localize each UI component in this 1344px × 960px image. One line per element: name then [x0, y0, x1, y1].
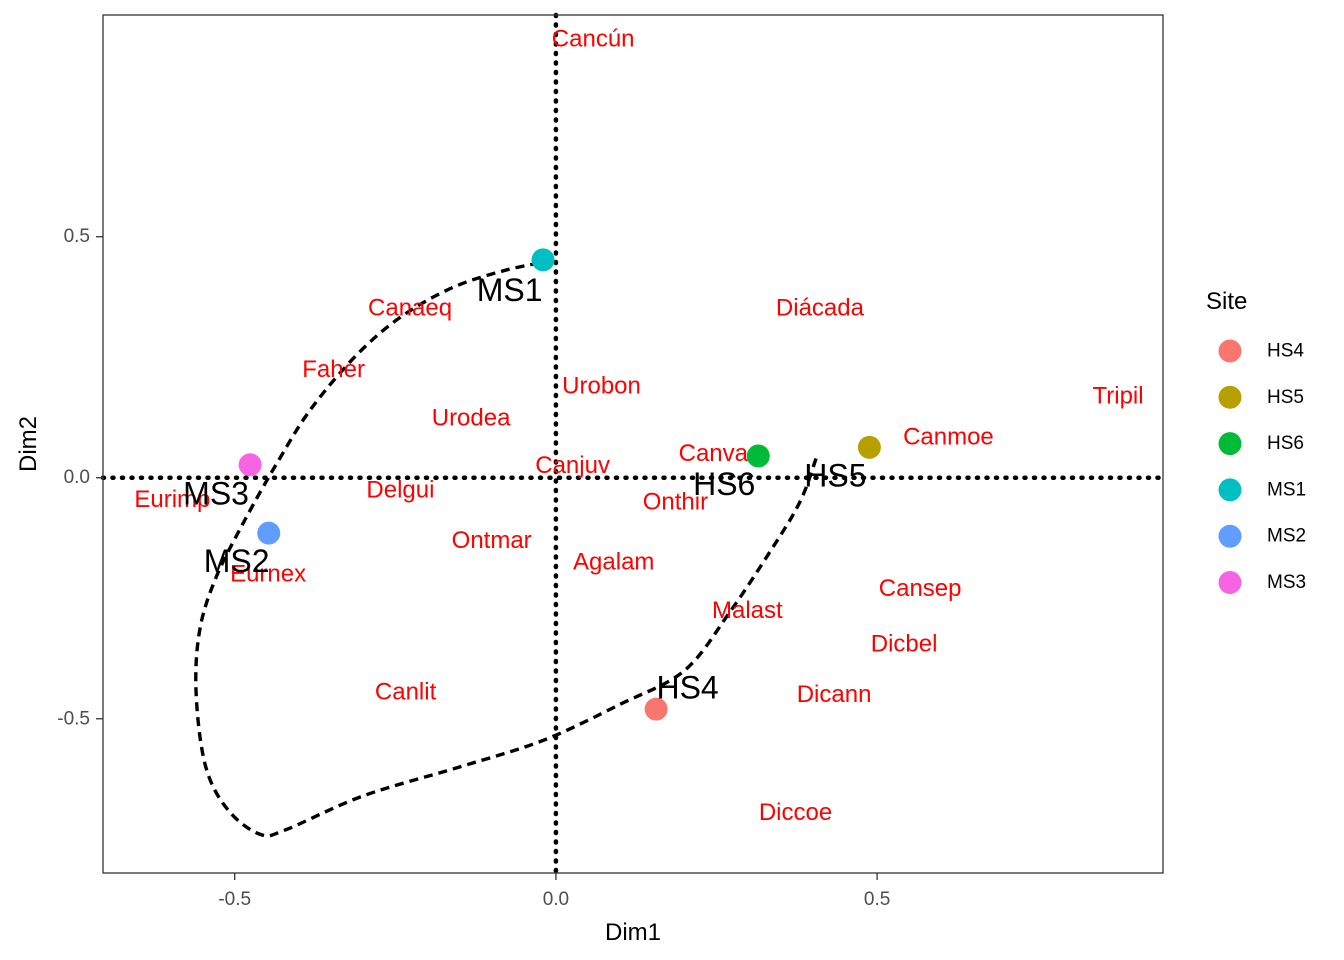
species-label-urodea: Urodea	[432, 404, 511, 431]
x-tick-label: 0.5	[864, 889, 890, 910]
species-label-cancún: Cancún	[552, 26, 635, 53]
species-label-canva: Canva	[679, 440, 749, 467]
species-label-malast: Malast	[712, 597, 783, 624]
site-point-ms3	[238, 453, 262, 477]
legend-label-ms2: MS2	[1267, 526, 1306, 547]
legend-entries: HS4 HS5 HS6 MS1 MS2 MS3	[1218, 339, 1306, 594]
y-tick-label: 0.5	[64, 226, 90, 247]
species-label-canmoe: Canmoe	[903, 423, 994, 450]
legend-label-hs6: HS6	[1267, 433, 1304, 454]
y-tick-label: -0.5	[57, 708, 90, 729]
site-point-ms2	[257, 521, 281, 545]
plot-panel	[103, 15, 1163, 873]
legend-key-hs5	[1218, 385, 1242, 409]
site-labels: HS4 HS5 HS6 MS1 MS2 MS3	[183, 272, 866, 706]
legend: Site HS4 HS5 HS6 MS1 MS2 MS3	[1206, 288, 1306, 594]
species-label-tripil: Tripil	[1092, 382, 1143, 409]
legend-label-ms3: MS3	[1267, 572, 1306, 593]
species-label-canaeq: Canaeq	[368, 295, 452, 322]
species-label-delgui: Delgui	[366, 476, 434, 503]
site-point-ms1	[531, 248, 555, 272]
site-label-hs4: HS4	[656, 669, 718, 705]
species-label-eurimp: Eurimp	[134, 486, 210, 513]
species-label-dicann: Dicann	[797, 681, 872, 708]
y-axis-title: Dim2	[15, 416, 42, 472]
legend-title: Site	[1206, 288, 1247, 315]
species-label-canjuv: Canjuv	[535, 452, 610, 479]
legend-key-hs6	[1218, 432, 1242, 456]
site-points	[238, 248, 881, 721]
plot-border	[102, 14, 1164, 874]
x-axis: -0.5 0.0 0.5	[218, 873, 890, 910]
species-label-diccoe: Diccoe	[759, 799, 832, 826]
y-tick-label: 0.0	[64, 467, 90, 488]
reference-lines	[100, 12, 1166, 876]
species-label-dicbel: Dicbel	[871, 631, 938, 658]
legend-key-ms1	[1218, 478, 1242, 502]
legend-label-hs5: HS5	[1267, 387, 1304, 408]
legend-key-ms2	[1218, 524, 1242, 548]
species-labels: Cancún Canaeq Diácada Faher Urobon Tripil Urod…	[134, 26, 1143, 827]
site-point-hs5	[857, 435, 881, 459]
species-label-onthir: Onthir	[643, 488, 708, 515]
legend-key-ms3	[1218, 571, 1242, 594]
species-label-faher: Faher	[302, 356, 365, 383]
x-axis-title: Dim1	[605, 919, 661, 946]
legend-label-hs4: HS4	[1267, 341, 1304, 362]
species-label-cansep: Cansep	[879, 575, 962, 602]
x-tick-label: -0.5	[218, 889, 251, 910]
y-axis: -0.5 0.0 0.5	[57, 226, 103, 729]
site-label-ms1: MS1	[477, 272, 543, 308]
species-label-agalam: Agalam	[573, 549, 654, 576]
legend-label-ms1: MS1	[1267, 479, 1306, 500]
site-label-hs6: HS6	[693, 466, 755, 502]
species-label-canlit: Canlit	[375, 679, 437, 706]
site-label-ms2: MS2	[204, 543, 270, 579]
site-point-hs6	[746, 444, 770, 468]
site-point-hs4	[644, 697, 668, 721]
species-label-ontmar: Ontmar	[452, 527, 532, 554]
x-tick-label: 0.0	[543, 889, 569, 910]
species-label-urobon: Urobon	[562, 373, 641, 400]
legend-key-hs4	[1218, 339, 1242, 363]
site-label-hs5: HS5	[804, 457, 866, 493]
species-label-eurnex: Eurnex	[230, 561, 306, 588]
site-label-ms3: MS3	[183, 476, 249, 512]
species-label-diácada: Diácada	[776, 295, 865, 322]
